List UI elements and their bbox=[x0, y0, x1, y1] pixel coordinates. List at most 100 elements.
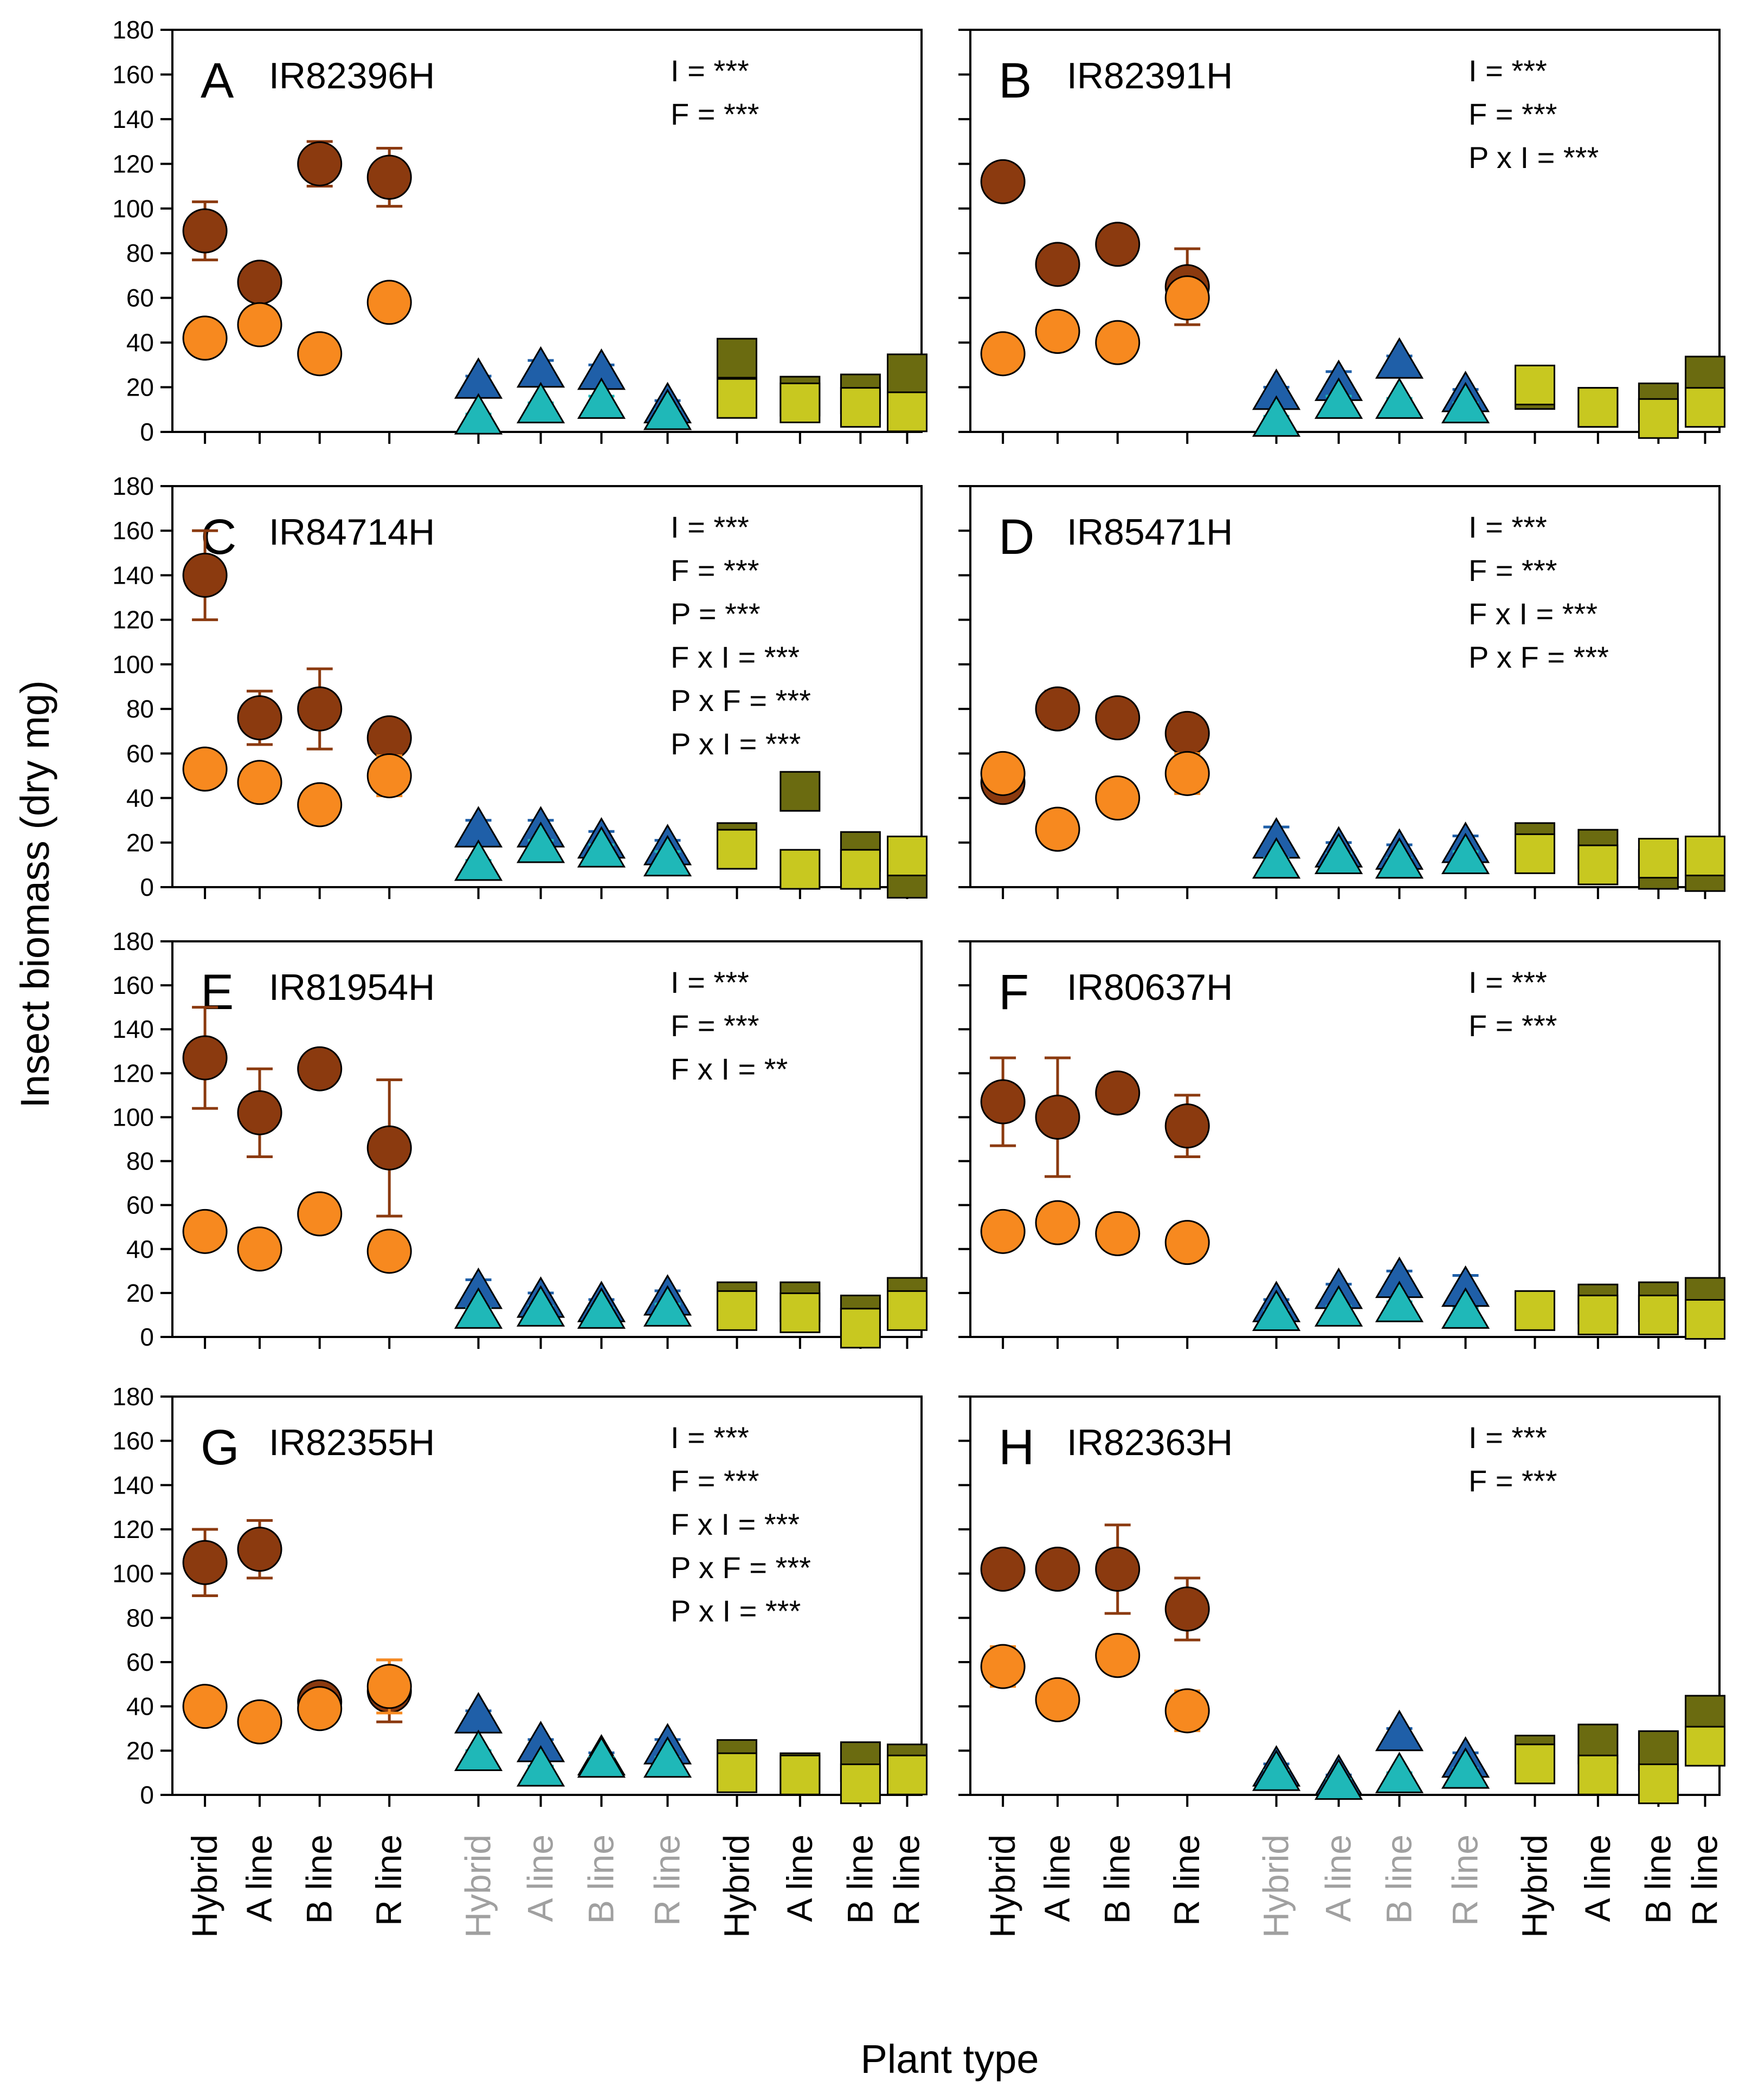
x-labels-right: Hybrid A line B line R line Hybrid A line B li… bbox=[982, 1834, 1724, 1938]
x-category-label: Hybrid bbox=[1256, 1834, 1296, 1938]
y-tick-label: 120 bbox=[112, 150, 154, 178]
data-point bbox=[454, 1692, 503, 1734]
data-point bbox=[980, 751, 1026, 796]
x-category-label: R line bbox=[1445, 1834, 1485, 1926]
x-category-label: A line bbox=[1318, 1834, 1358, 1922]
y-tick-label: 60 bbox=[126, 1648, 154, 1676]
data-point bbox=[1035, 1547, 1080, 1592]
data-point bbox=[716, 1752, 757, 1793]
data-point bbox=[366, 280, 412, 325]
data-point bbox=[1514, 1743, 1555, 1785]
series-triangle-dark bbox=[454, 806, 692, 865]
x-category-label: A line bbox=[1037, 1834, 1077, 1922]
data-point bbox=[516, 822, 565, 863]
data-point bbox=[643, 389, 692, 430]
y-tick-label: 60 bbox=[126, 284, 154, 312]
series-circle-light bbox=[980, 751, 1210, 852]
x-category-label: R line bbox=[1167, 1834, 1207, 1926]
stat-line: F = *** bbox=[671, 1009, 759, 1043]
data-point bbox=[1577, 387, 1619, 428]
data-point bbox=[1375, 837, 1424, 879]
data-point bbox=[237, 695, 282, 741]
series-circle-light bbox=[980, 1633, 1210, 1734]
data-point bbox=[297, 1686, 343, 1731]
data-point bbox=[516, 1745, 565, 1787]
panel-title: IR82355H bbox=[269, 1422, 435, 1463]
data-point bbox=[237, 302, 282, 347]
y-tick-label: 180 bbox=[112, 927, 154, 955]
series-triangle-light bbox=[454, 1729, 692, 1787]
data-point bbox=[1375, 1281, 1424, 1322]
y-tick-label: 40 bbox=[126, 1692, 154, 1721]
panels: 0 20 40 60 80 100 120 140 160 180 A IR82396H I = ***… bbox=[112, 16, 1725, 1809]
series-square-light bbox=[716, 1290, 928, 1349]
stat-line: I = *** bbox=[671, 54, 749, 88]
data-point bbox=[840, 1763, 881, 1805]
y-tick-label: 100 bbox=[112, 195, 154, 223]
x-category-label: B line bbox=[840, 1834, 880, 1924]
stat-line: F x I = ** bbox=[671, 1052, 788, 1086]
data-point bbox=[1095, 776, 1141, 821]
x-category-label: Hybrid bbox=[184, 1834, 224, 1938]
x-labels-left: Hybrid A line B line R line Hybrid A line B li… bbox=[184, 1834, 926, 1938]
panel-a: 0 20 40 60 80 100 120 140 160 180 A IR82396H I = ***… bbox=[112, 16, 928, 446]
data-point bbox=[1095, 320, 1141, 365]
data-point bbox=[366, 1125, 412, 1171]
data-point bbox=[297, 331, 343, 377]
x-category-label: R line bbox=[647, 1834, 687, 1926]
data-point bbox=[1684, 387, 1725, 428]
x-category-label: A line bbox=[520, 1834, 561, 1922]
data-point bbox=[780, 1292, 821, 1333]
data-point bbox=[1375, 377, 1424, 419]
panel-frame bbox=[969, 29, 1721, 433]
data-point bbox=[516, 346, 565, 388]
stat-line: F = *** bbox=[1469, 1464, 1557, 1498]
y-tick-label: 0 bbox=[140, 1323, 154, 1351]
stat-line: F x I = *** bbox=[671, 640, 800, 674]
data-point bbox=[1314, 377, 1363, 419]
stat-line: I = *** bbox=[1469, 1420, 1547, 1455]
series-triangle-dark bbox=[1252, 337, 1490, 412]
data-point bbox=[886, 1290, 928, 1331]
series-circle-light bbox=[182, 280, 412, 377]
y-tick-label: 80 bbox=[126, 695, 154, 723]
x-category-label: R line bbox=[369, 1834, 409, 1926]
stat-line: I = *** bbox=[671, 965, 749, 999]
data-point bbox=[1095, 1070, 1141, 1116]
x-category-label: A line bbox=[239, 1834, 279, 1922]
data-point bbox=[1095, 222, 1141, 267]
y-tick-label: 20 bbox=[126, 373, 154, 402]
panel-title: IR80637H bbox=[1067, 967, 1233, 1008]
panel-title: IR84714H bbox=[269, 512, 435, 553]
y-tick-label: 100 bbox=[112, 1560, 154, 1588]
series-circle-dark bbox=[182, 1006, 412, 1218]
data-point bbox=[886, 391, 928, 432]
data-point bbox=[297, 1046, 343, 1091]
data-point bbox=[1035, 242, 1080, 287]
data-point bbox=[643, 1285, 692, 1327]
data-point bbox=[1035, 686, 1080, 732]
series-square-light bbox=[1514, 1726, 1725, 1805]
data-point bbox=[237, 260, 282, 305]
data-point bbox=[1035, 1200, 1080, 1245]
x-category-label: Hybrid bbox=[458, 1834, 498, 1938]
data-point bbox=[297, 1191, 343, 1237]
data-point bbox=[1514, 1290, 1555, 1331]
panel-g: 0 20 40 60 80 100 120 140 160 180 G IR82355H I = ***… bbox=[112, 1382, 928, 1809]
series-triangle-light bbox=[1252, 1747, 1490, 1800]
data-point bbox=[516, 1285, 565, 1327]
data-point bbox=[1514, 833, 1555, 874]
data-point bbox=[1164, 751, 1210, 796]
series-square-light bbox=[716, 1752, 928, 1805]
data-point bbox=[780, 849, 821, 890]
stat-line: I = *** bbox=[1469, 54, 1547, 88]
data-point bbox=[1095, 1547, 1141, 1592]
series-square-light bbox=[716, 829, 928, 890]
stat-line: P x F = *** bbox=[1469, 640, 1609, 674]
data-point bbox=[1095, 695, 1141, 741]
series-triangle-light bbox=[454, 377, 692, 435]
series-circle-light bbox=[980, 275, 1210, 377]
x-category-label: R line bbox=[1684, 1834, 1724, 1926]
data-point bbox=[182, 315, 228, 361]
data-point bbox=[1314, 1285, 1363, 1327]
